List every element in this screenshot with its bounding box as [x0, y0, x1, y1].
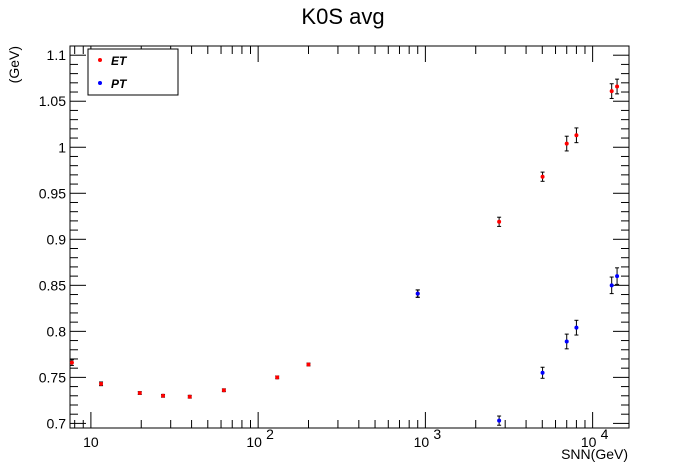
et-point	[306, 362, 311, 367]
et-point	[275, 375, 280, 380]
x-tick-label: 10	[246, 434, 262, 450]
y-tick-label: 0.9	[47, 231, 67, 247]
x-axis-title: SNN(GeV)	[561, 446, 628, 462]
x-tick-label: 10	[581, 434, 597, 450]
x-tick-label: 10	[414, 434, 430, 450]
x-tick-exponent: 3	[433, 426, 441, 442]
y-axis-title: (GeV)	[6, 46, 22, 83]
y-tick-label: 1.05	[39, 93, 66, 109]
x-tick-label: 10	[83, 434, 99, 450]
y-tick-label: 0.8	[47, 323, 67, 339]
pt-point	[415, 291, 420, 296]
legend-label-et: ET	[111, 54, 128, 68]
et-point	[609, 89, 614, 94]
pt-point	[564, 339, 569, 344]
et-point	[574, 133, 579, 138]
et-point	[99, 381, 104, 386]
et-point	[564, 141, 569, 146]
legend: ET PT	[87, 48, 179, 96]
legend-marker-pt	[98, 81, 102, 85]
y-tick-label: 0.95	[39, 185, 66, 201]
plot-frame	[69, 45, 630, 429]
legend-box	[87, 48, 179, 96]
et-point	[615, 84, 620, 89]
et-point	[497, 219, 502, 224]
et-point	[137, 391, 142, 396]
pt-point	[615, 274, 620, 279]
legend-marker-et	[98, 58, 102, 62]
y-tick-label: 0.7	[47, 415, 67, 431]
x-tick-exponent: 4	[601, 426, 609, 442]
pt-point	[609, 283, 614, 288]
et-point	[69, 360, 74, 365]
axis-ticks	[70, 45, 629, 428]
chart-title: K0S avg	[301, 4, 384, 29]
y-tick-label: 1.1	[47, 47, 67, 63]
series-layer	[69, 78, 620, 426]
legend-label-pt: PT	[111, 77, 128, 91]
pt-point	[540, 370, 545, 375]
y-tick-label: 0.75	[39, 369, 66, 385]
et-point	[221, 388, 226, 393]
y-tick-label: 0.85	[39, 277, 66, 293]
pt-point	[497, 418, 502, 423]
et-point	[540, 174, 545, 179]
pt-point	[574, 325, 579, 330]
et-point	[161, 393, 166, 398]
x-tick-exponent: 2	[266, 426, 274, 442]
y-tick-label: 1	[58, 139, 66, 155]
et-point	[187, 394, 192, 399]
